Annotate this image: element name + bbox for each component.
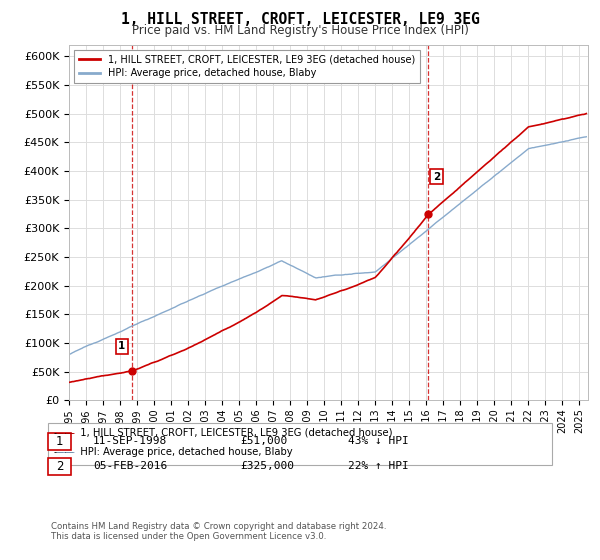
Legend: 1, HILL STREET, CROFT, LEICESTER, LE9 3EG (detached house), HPI: Average price, : 1, HILL STREET, CROFT, LEICESTER, LE9 3E… bbox=[74, 50, 420, 83]
Text: ——  1, HILL STREET, CROFT, LEICESTER, LE9 3EG (detached house): —— 1, HILL STREET, CROFT, LEICESTER, LE9… bbox=[54, 428, 392, 438]
Text: Price paid vs. HM Land Registry's House Price Index (HPI): Price paid vs. HM Land Registry's House … bbox=[131, 24, 469, 37]
Text: 2: 2 bbox=[56, 460, 63, 473]
Text: £51,000: £51,000 bbox=[240, 436, 287, 446]
Text: ——  HPI: Average price, detached house, Blaby: —— HPI: Average price, detached house, B… bbox=[54, 447, 293, 457]
Text: 2: 2 bbox=[433, 171, 440, 181]
Text: 22% ↑ HPI: 22% ↑ HPI bbox=[348, 461, 409, 472]
Text: 1: 1 bbox=[56, 435, 63, 448]
Text: 11-SEP-1998: 11-SEP-1998 bbox=[93, 436, 167, 446]
Text: ——: —— bbox=[55, 428, 75, 438]
Text: 1: 1 bbox=[118, 342, 125, 351]
Text: £325,000: £325,000 bbox=[240, 461, 294, 472]
Text: 1, HILL STREET, CROFT, LEICESTER, LE9 3EG: 1, HILL STREET, CROFT, LEICESTER, LE9 3E… bbox=[121, 12, 479, 27]
Text: 05-FEB-2016: 05-FEB-2016 bbox=[93, 461, 167, 472]
Text: Contains HM Land Registry data © Crown copyright and database right 2024.
This d: Contains HM Land Registry data © Crown c… bbox=[51, 522, 386, 542]
Text: 43% ↓ HPI: 43% ↓ HPI bbox=[348, 436, 409, 446]
Text: ——: —— bbox=[55, 447, 75, 457]
